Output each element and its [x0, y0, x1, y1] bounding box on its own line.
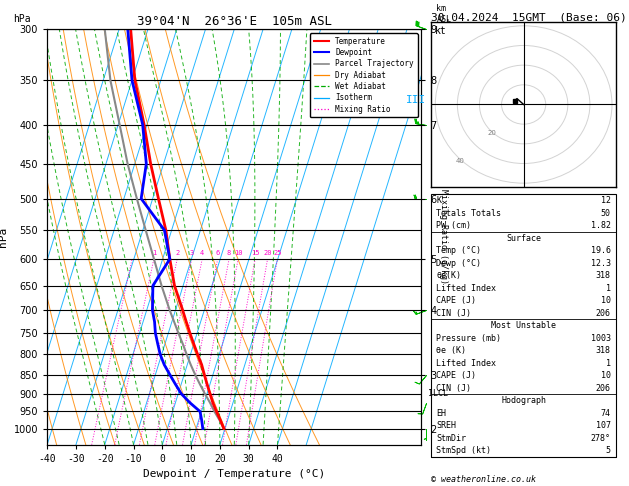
- Text: Lifted Index: Lifted Index: [437, 284, 496, 293]
- Text: 25: 25: [273, 250, 282, 256]
- Text: 1003: 1003: [591, 333, 611, 343]
- Text: 1: 1: [606, 284, 611, 293]
- Text: 206: 206: [596, 383, 611, 393]
- Text: CAPE (J): CAPE (J): [437, 296, 476, 305]
- Text: CAPE (J): CAPE (J): [437, 371, 476, 380]
- Text: 318: 318: [596, 346, 611, 355]
- Text: 12.3: 12.3: [591, 259, 611, 268]
- Text: 8: 8: [227, 250, 231, 256]
- Y-axis label: hPa: hPa: [0, 227, 8, 247]
- Text: 1: 1: [152, 250, 156, 256]
- Text: 20: 20: [264, 250, 272, 256]
- Y-axis label: Mixing Ratio (g/kg): Mixing Ratio (g/kg): [439, 190, 448, 284]
- Text: 3: 3: [189, 250, 194, 256]
- Text: 30.04.2024  15GMT  (Base: 06): 30.04.2024 15GMT (Base: 06): [431, 12, 626, 22]
- Text: Dewp (°C): Dewp (°C): [437, 259, 481, 268]
- Text: PW (cm): PW (cm): [437, 221, 471, 230]
- Text: 4: 4: [200, 250, 204, 256]
- Text: hPa: hPa: [13, 14, 31, 24]
- Text: 6: 6: [216, 250, 220, 256]
- Text: 74: 74: [601, 409, 611, 417]
- Text: EH: EH: [437, 409, 447, 417]
- Text: 12: 12: [601, 196, 611, 205]
- Text: CIN (J): CIN (J): [437, 309, 471, 318]
- Text: CIN (J): CIN (J): [437, 383, 471, 393]
- Text: Most Unstable: Most Unstable: [491, 321, 556, 330]
- Text: 2: 2: [175, 250, 179, 256]
- Text: III: III: [406, 95, 426, 104]
- Text: 15: 15: [251, 250, 259, 256]
- Text: Pressure (mb): Pressure (mb): [437, 333, 501, 343]
- Text: Temp (°C): Temp (°C): [437, 246, 481, 255]
- Text: 1.82: 1.82: [591, 221, 611, 230]
- Text: 19.6: 19.6: [591, 246, 611, 255]
- Text: 10: 10: [234, 250, 242, 256]
- Text: kt: kt: [435, 26, 447, 36]
- Text: θe(K): θe(K): [437, 271, 462, 280]
- Text: 1LCL: 1LCL: [428, 389, 448, 398]
- X-axis label: Dewpoint / Temperature (°C): Dewpoint / Temperature (°C): [143, 469, 325, 479]
- Text: 278°: 278°: [591, 434, 611, 443]
- Text: K: K: [437, 196, 442, 205]
- Text: Surface: Surface: [506, 234, 541, 243]
- Text: 107: 107: [596, 421, 611, 430]
- Text: 1: 1: [606, 359, 611, 367]
- Text: km
ASL: km ASL: [437, 4, 452, 24]
- Text: θe (K): θe (K): [437, 346, 467, 355]
- Text: 206: 206: [596, 309, 611, 318]
- Legend: Temperature, Dewpoint, Parcel Trajectory, Dry Adiabat, Wet Adiabat, Isotherm, Mi: Temperature, Dewpoint, Parcel Trajectory…: [310, 33, 418, 117]
- Text: © weatheronline.co.uk: © weatheronline.co.uk: [431, 474, 536, 484]
- Text: StmDir: StmDir: [437, 434, 467, 443]
- Text: StmSpd (kt): StmSpd (kt): [437, 446, 491, 455]
- Text: Totals Totals: Totals Totals: [437, 208, 501, 218]
- Text: Lifted Index: Lifted Index: [437, 359, 496, 367]
- Text: 40: 40: [455, 158, 464, 164]
- Text: 50: 50: [601, 208, 611, 218]
- Text: 10: 10: [601, 371, 611, 380]
- Text: Hodograph: Hodograph: [501, 396, 546, 405]
- Text: 20: 20: [487, 130, 496, 136]
- Text: SREH: SREH: [437, 421, 457, 430]
- Text: 318: 318: [596, 271, 611, 280]
- Text: 5: 5: [606, 446, 611, 455]
- Title: 39°04'N  26°36'E  105m ASL: 39°04'N 26°36'E 105m ASL: [136, 15, 332, 28]
- Text: 10: 10: [601, 296, 611, 305]
